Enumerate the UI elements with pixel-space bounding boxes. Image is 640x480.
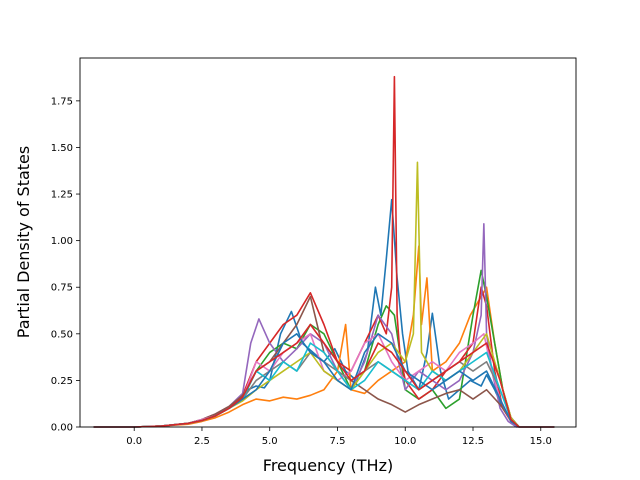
y-tick-label: 0.50 xyxy=(51,329,73,340)
y-tick-label: 0.00 xyxy=(51,423,73,434)
x-axis-label: Frequency (THz) xyxy=(263,456,393,475)
plot-frame xyxy=(79,57,577,428)
x-tick-label: 15.0 xyxy=(530,436,552,447)
x-axis-ticks: 0.0 2.5 5.0 7.5 10.0 12.5 15.0 xyxy=(126,427,552,447)
x-tick-label: 2.5 xyxy=(194,436,210,447)
y-tick-label: 0.25 xyxy=(51,376,73,387)
y-axis-label: Partial Density of States xyxy=(14,146,33,338)
x-tick-label: 0.0 xyxy=(126,436,142,447)
x-tick-label: 10.0 xyxy=(394,436,416,447)
y-axis-ticks: 0.00 0.25 0.50 0.75 1.00 1.25 1.50 1.75 xyxy=(51,96,80,434)
x-tick-label: 12.5 xyxy=(462,436,484,447)
y-tick-label: 1.75 xyxy=(51,96,73,107)
x-tick-label: 5.0 xyxy=(262,436,278,447)
y-tick-label: 1.50 xyxy=(51,143,73,154)
series-line-12 xyxy=(93,323,555,428)
y-tick-label: 0.75 xyxy=(51,283,73,294)
y-tick-label: 1.25 xyxy=(51,190,73,201)
y-tick-label: 1.00 xyxy=(51,236,73,247)
series-layer xyxy=(93,75,555,428)
x-tick-label: 7.5 xyxy=(330,436,346,447)
